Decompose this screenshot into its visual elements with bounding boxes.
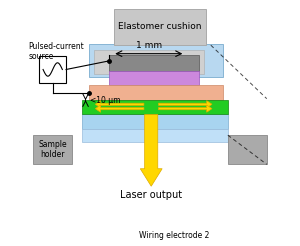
Bar [82,100,228,114]
Polygon shape [158,101,212,108]
Polygon shape [158,105,212,112]
Bar [113,9,206,45]
Polygon shape [95,101,144,108]
Bar [94,50,203,74]
Text: Sample
holder: Sample holder [38,140,67,159]
Bar [109,71,199,85]
Bar [109,55,199,71]
Bar [82,129,228,142]
Text: Wiring electrode 2: Wiring electrode 2 [139,231,209,240]
Bar [82,114,228,129]
Text: Elastomer cushion: Elastomer cushion [118,22,202,31]
Text: Laser output: Laser output [120,190,182,200]
Text: 1 mm: 1 mm [136,41,162,50]
Text: Pulsed-current
source: Pulsed-current source [28,42,84,61]
Bar [89,85,223,100]
Polygon shape [95,105,144,112]
Bar [228,135,267,164]
Bar [39,56,66,83]
Bar [33,135,72,164]
Bar [89,44,223,77]
Polygon shape [140,114,162,186]
Text: <10 μm: <10 μm [90,96,121,105]
